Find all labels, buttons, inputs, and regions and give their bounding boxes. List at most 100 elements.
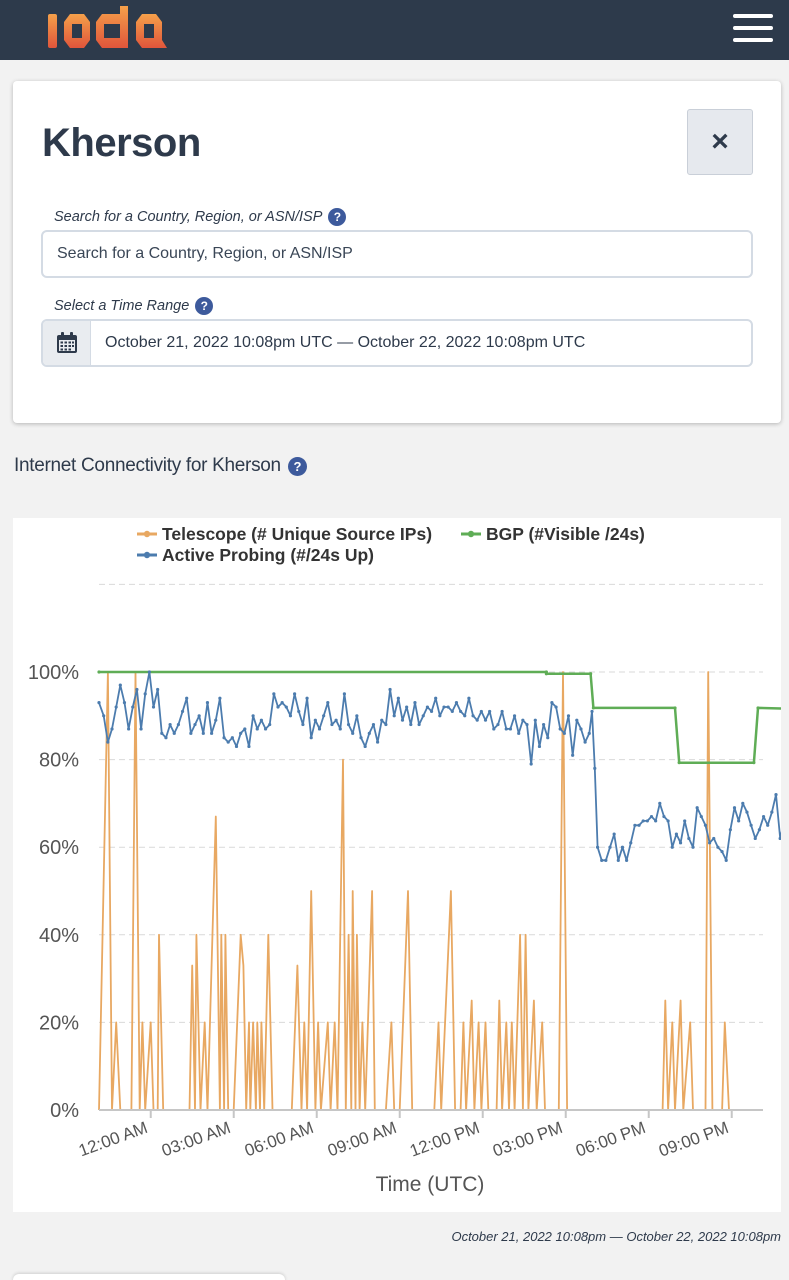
data-point bbox=[168, 722, 172, 727]
data-point bbox=[571, 753, 575, 757]
y-tick-label: 100% bbox=[28, 662, 79, 684]
hamburger-menu-button[interactable] bbox=[730, 12, 776, 44]
data-point bbox=[546, 736, 550, 740]
data-point bbox=[699, 814, 703, 819]
legend-marker bbox=[467, 530, 475, 538]
data-point bbox=[616, 858, 620, 862]
data-point bbox=[590, 709, 594, 714]
x-axis-title: Time (UTC) bbox=[376, 1173, 485, 1196]
data-point bbox=[475, 718, 479, 722]
data-point bbox=[334, 718, 338, 722]
data-point bbox=[778, 836, 781, 841]
close-button[interactable]: × bbox=[687, 109, 753, 175]
data-point bbox=[247, 744, 251, 749]
next-panel-edge bbox=[13, 1274, 285, 1280]
data-point bbox=[442, 705, 446, 709]
data-point bbox=[459, 709, 463, 714]
data-point bbox=[537, 744, 542, 749]
data-point bbox=[106, 740, 110, 744]
data-point bbox=[492, 727, 496, 731]
data-point bbox=[454, 701, 459, 705]
data-point bbox=[380, 718, 384, 722]
y-tick-label: 20% bbox=[39, 1012, 79, 1034]
legend-item[interactable]: Telescope (# Unique Source IPs) bbox=[137, 524, 432, 544]
data-point bbox=[637, 823, 641, 827]
data-point bbox=[143, 692, 147, 696]
data-point bbox=[579, 727, 583, 731]
data-point bbox=[346, 722, 351, 727]
data-point bbox=[554, 705, 558, 709]
data-point bbox=[658, 801, 662, 805]
search-card: Kherson × Search for a Country, Region, … bbox=[13, 81, 781, 423]
data-point bbox=[301, 722, 305, 727]
x-tick-label: 12:00 AM bbox=[76, 1118, 150, 1160]
data-point bbox=[363, 744, 367, 749]
data-point bbox=[703, 823, 708, 827]
data-point bbox=[724, 858, 728, 862]
data-point bbox=[533, 718, 537, 722]
data-point bbox=[409, 722, 413, 727]
data-point bbox=[761, 814, 766, 819]
data-point bbox=[625, 858, 629, 862]
calendar-icon bbox=[56, 332, 77, 353]
connectivity-section-title: Internet Connectivity for Kherson ? bbox=[14, 455, 307, 477]
data-point bbox=[766, 823, 770, 827]
x-tick-label: 03:00 PM bbox=[490, 1118, 565, 1161]
data-point bbox=[641, 819, 645, 823]
data-point bbox=[463, 714, 467, 718]
data-point bbox=[102, 714, 106, 718]
legend-label: BGP (#Visible /24s) bbox=[486, 524, 645, 544]
series-line bbox=[98, 671, 781, 862]
question-circle-icon[interactable]: ? bbox=[287, 456, 307, 476]
data-point bbox=[450, 709, 454, 714]
legend-item[interactable]: Active Probing (#/24s Up) bbox=[137, 545, 374, 565]
data-point bbox=[322, 714, 326, 718]
data-point bbox=[305, 696, 309, 700]
data-point bbox=[214, 718, 218, 722]
data-point bbox=[608, 845, 612, 849]
data-point bbox=[677, 761, 681, 765]
search-input[interactable] bbox=[41, 230, 753, 278]
x-tick-label: 03:00 AM bbox=[159, 1118, 233, 1160]
data-point bbox=[205, 701, 210, 705]
data-point bbox=[429, 709, 434, 714]
data-point bbox=[600, 858, 604, 862]
data-point bbox=[720, 849, 724, 854]
data-point bbox=[97, 670, 101, 674]
data-point bbox=[583, 740, 587, 744]
data-point bbox=[176, 722, 181, 727]
data-point bbox=[276, 705, 280, 709]
data-point bbox=[708, 841, 712, 845]
legend-item[interactable]: BGP (#Visible /24s) bbox=[461, 524, 645, 544]
data-point bbox=[678, 841, 683, 845]
x-tick-label: 06:00 PM bbox=[573, 1118, 648, 1161]
data-point bbox=[342, 692, 347, 696]
data-point bbox=[620, 845, 625, 849]
calendar-button[interactable] bbox=[43, 321, 91, 365]
data-point bbox=[446, 705, 450, 709]
time-range-value: October 21, 2022 10:08pm UTC — October 2… bbox=[105, 334, 586, 351]
data-point bbox=[239, 731, 243, 735]
question-circle-icon[interactable]: ? bbox=[195, 297, 214, 315]
data-point bbox=[421, 714, 425, 718]
time-range-picker[interactable]: October 21, 2022 10:08pm UTC — October 2… bbox=[41, 319, 753, 367]
data-point bbox=[504, 727, 508, 731]
top-navbar bbox=[0, 0, 789, 60]
data-point bbox=[197, 714, 201, 718]
connectivity-chart[interactable]: Telescope (# Unique Source IPs) BGP (#Vis… bbox=[13, 518, 781, 1212]
data-point bbox=[587, 731, 591, 735]
data-point bbox=[355, 714, 359, 718]
data-point bbox=[222, 736, 226, 740]
data-point bbox=[218, 696, 222, 700]
data-point bbox=[400, 718, 405, 722]
ioda-logo[interactable] bbox=[48, 4, 182, 50]
data-point bbox=[309, 736, 313, 740]
question-circle-icon[interactable]: ? bbox=[328, 208, 347, 226]
y-tick-label: 0% bbox=[50, 1100, 79, 1122]
data-point bbox=[595, 845, 600, 849]
y-tick-label: 60% bbox=[39, 837, 79, 859]
data-point bbox=[529, 762, 533, 766]
data-point bbox=[338, 727, 342, 731]
data-point bbox=[326, 701, 330, 705]
data-point bbox=[741, 801, 745, 805]
